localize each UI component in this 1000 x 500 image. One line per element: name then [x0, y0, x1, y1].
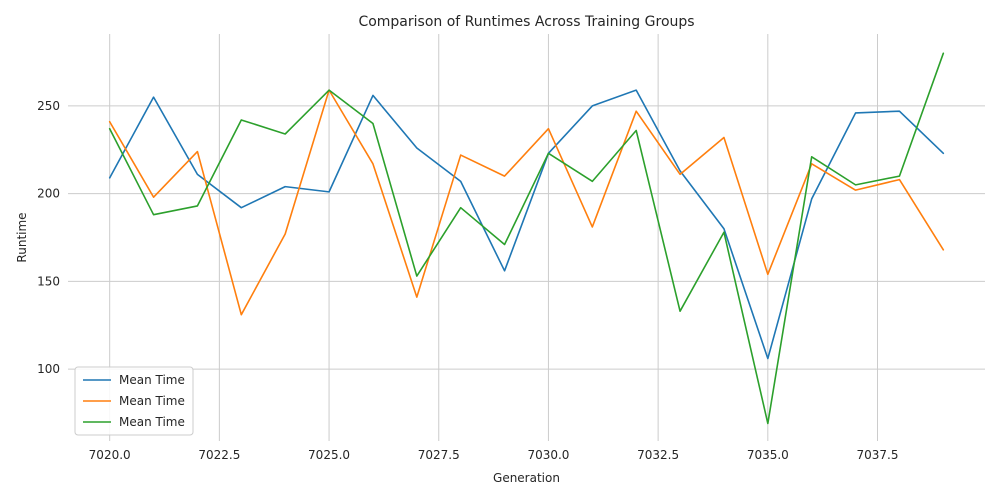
chart-title: Comparison of Runtimes Across Training G… [358, 14, 694, 30]
y-tick-label: 200 [37, 187, 60, 201]
x-tick-label: 7037.5 [857, 448, 899, 462]
x-tick-label: 7020.0 [89, 448, 131, 462]
legend-box [74, 366, 194, 436]
plot-background [68, 34, 985, 441]
y-axis-label: Runtime [15, 212, 29, 262]
legend-label-1: Mean Time [119, 373, 185, 387]
series-layer [108, 52, 945, 425]
series-line-2 [108, 89, 945, 316]
x-tick-label: 7035.0 [747, 448, 789, 462]
legend-label-3: Mean Time [119, 415, 185, 429]
x-tick-label: 7030.0 [527, 448, 569, 462]
legend-label-2: Mean Time [119, 394, 185, 408]
ticks: 7020.0 7022.5 7025.0 7027.5 7030.0 7032.5 7035… [37, 99, 898, 462]
y-tick-label: 150 [37, 274, 60, 288]
x-axis-label: Generation [493, 471, 560, 485]
series-line-1 [108, 89, 945, 360]
x-tick-label: 7032.5 [637, 448, 679, 462]
y-tick-label: 250 [37, 99, 60, 113]
legend: Mean Time Mean Time Mean Time [74, 366, 194, 436]
x-tick-label: 7025.0 [308, 448, 350, 462]
y-tick-label: 100 [37, 362, 60, 376]
series-line-3 [108, 52, 945, 425]
x-tick-label: 7027.5 [418, 448, 460, 462]
grid [68, 34, 985, 441]
x-tick-label: 7022.5 [198, 448, 240, 462]
